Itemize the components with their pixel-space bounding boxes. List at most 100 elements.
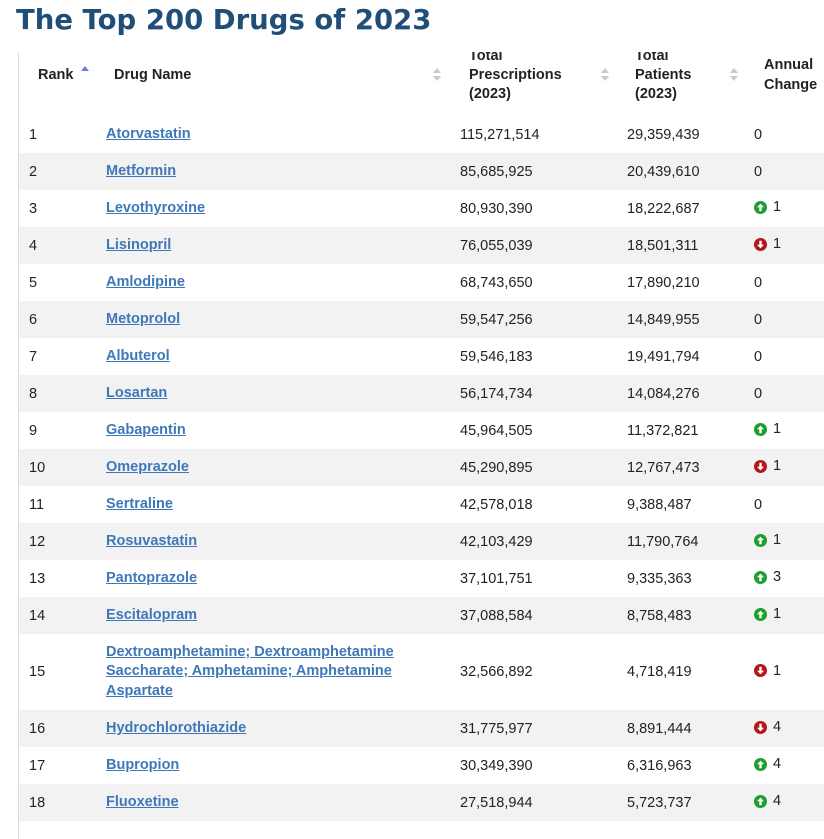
- annual-change: 0: [754, 127, 762, 143]
- drug-name-link[interactable]: Pantoprazole: [106, 569, 198, 586]
- drug-name-link[interactable]: Rosuvastatin: [106, 532, 198, 549]
- total-patients-cell: 18,222,687: [627, 200, 700, 217]
- sort-arrows-icon[interactable]: [601, 68, 609, 82]
- total-patients-cell: 6,316,963: [627, 757, 692, 774]
- drug-name-link[interactable]: Hydrochlorothiazide: [106, 719, 247, 736]
- total-patients-cell: 9,335,363: [627, 570, 692, 587]
- annual-change: 4: [754, 719, 781, 735]
- column-header-total-prescriptions[interactable]: Total Prescriptions (2023): [441, 52, 609, 116]
- drug-name-cell: Sertraline: [97, 486, 441, 523]
- column-header-total-patients[interactable]: Total Patients (2023): [608, 52, 738, 116]
- column-header-change-line-2: Change: [764, 77, 818, 93]
- column-header-annual-change[interactable]: Annual Change: [737, 52, 824, 116]
- rank-cell: 15: [29, 664, 46, 680]
- annual-change: 0: [754, 164, 762, 180]
- total-prescriptions-cell: 32,566,892: [460, 664, 533, 680]
- annual-change-cell: 0: [737, 153, 824, 190]
- annual-change-value: 1: [773, 458, 782, 475]
- rank-cell: 8: [29, 385, 38, 402]
- drug-name-link[interactable]: Lisinopril: [106, 236, 172, 253]
- total-patients-cell: 4,718,419: [627, 664, 692, 680]
- arrow-up-circle-icon: [754, 794, 767, 808]
- table-row: 9 Gabapentin 45,964,505 11,372,821 1: [19, 412, 824, 449]
- annual-change-value: 1: [773, 532, 782, 549]
- rank-cell: 11: [29, 496, 45, 513]
- annual-change: 0: [754, 312, 762, 328]
- drug-name-cell: Gabapentin: [97, 412, 441, 449]
- drug-name-link[interactable]: Levothyroxine: [106, 199, 206, 216]
- annual-change-cell: 1: [737, 412, 824, 449]
- table-header: Rank Drug Name Total Prescriptions (2023…: [19, 52, 824, 116]
- arrow-up-circle-icon: [754, 200, 767, 214]
- annual-change: 1: [754, 199, 781, 215]
- total-prescriptions-cell: 59,546,183: [460, 348, 533, 365]
- annual-change-value: 0: [754, 274, 763, 291]
- total-prescriptions-cell: 68,743,650: [460, 274, 533, 291]
- drug-name-cell: Atorvastatin: [97, 116, 441, 153]
- drugs-table: Rank Drug Name Total Prescriptions (2023…: [19, 52, 824, 821]
- drug-name-cell: Bupropion: [97, 747, 441, 784]
- annual-change: 1: [754, 532, 781, 548]
- annual-change-cell: 0: [737, 116, 824, 153]
- sort-arrows-icon[interactable]: [730, 68, 738, 82]
- column-header-drug-name-label: Drug Name: [114, 67, 192, 83]
- rank-cell: 4: [29, 237, 38, 254]
- annual-change-value: 1: [773, 421, 782, 438]
- page-title: The Top 200 Drugs of 2023: [16, 4, 432, 36]
- drug-name-cell: Rosuvastatin: [97, 523, 441, 560]
- total-patients-cell: 19,491,794: [627, 348, 700, 365]
- drug-name-link[interactable]: Metformin: [106, 162, 177, 179]
- annual-change-value: 0: [754, 163, 763, 180]
- drug-name-cell: Pantoprazole: [97, 560, 441, 597]
- drug-name-link[interactable]: Gabapentin: [106, 421, 186, 438]
- drug-name-link[interactable]: Dextroamphetamine; Dextroamphetamine Sac…: [106, 643, 394, 699]
- sort-ascending-icon[interactable]: [81, 66, 89, 80]
- annual-change: 4: [754, 793, 781, 809]
- annual-change: 1: [754, 236, 781, 252]
- total-prescriptions-cell: 37,101,751: [460, 570, 533, 587]
- total-patients-cell: 11,790,764: [627, 533, 699, 550]
- total-prescriptions-cell: 76,055,039: [460, 237, 533, 254]
- annual-change-cell: 0: [737, 338, 824, 375]
- table-row: 12 Rosuvastatin 42,103,429 11,790,764 1: [19, 523, 824, 560]
- annual-change-value: 0: [754, 496, 763, 513]
- table-row: 18 Fluoxetine 27,518,944 5,723,737 4: [19, 784, 824, 821]
- total-prescriptions-cell: 27,518,944: [460, 794, 533, 811]
- annual-change: 1: [754, 458, 781, 474]
- total-prescriptions-cell: 42,103,429: [460, 533, 533, 550]
- total-patients-cell: 11,372,821: [627, 422, 699, 439]
- drug-name-link[interactable]: Fluoxetine: [106, 793, 179, 810]
- drug-name-link[interactable]: Amlodipine: [106, 273, 185, 290]
- drug-name-cell: Albuterol: [97, 338, 441, 375]
- column-header-prescriptions-line-1: Total: [469, 52, 503, 64]
- table-row: 13 Pantoprazole 37,101,751 9,335,363 3: [19, 560, 824, 597]
- drugs-table-container: Rank Drug Name Total Prescriptions (2023…: [18, 52, 824, 839]
- drug-name-link[interactable]: Albuterol: [106, 347, 170, 364]
- total-prescriptions-cell: 59,547,256: [460, 311, 533, 328]
- drug-name-cell: Metoprolol: [97, 301, 441, 338]
- total-patients-cell: 9,388,487: [627, 496, 692, 513]
- drug-name-link[interactable]: Bupropion: [106, 756, 180, 773]
- sort-arrows-icon[interactable]: [433, 68, 441, 82]
- column-header-drug-name[interactable]: Drug Name: [97, 52, 441, 116]
- drug-name-link[interactable]: Escitalopram: [106, 606, 198, 623]
- arrow-up-circle-icon: [754, 607, 767, 621]
- annual-change-value: 0: [754, 348, 763, 365]
- total-prescriptions-cell: 30,349,390: [460, 757, 533, 774]
- column-header-patients-line-1: Total: [635, 52, 669, 64]
- drug-name-link[interactable]: Omeprazole: [106, 458, 189, 475]
- rank-cell: 14: [29, 607, 46, 624]
- drug-name-link[interactable]: Atorvastatin: [106, 125, 191, 142]
- rank-cell: 7: [29, 348, 38, 365]
- total-prescriptions-cell: 42,578,018: [460, 496, 533, 513]
- total-prescriptions-cell: 45,290,895: [460, 459, 533, 476]
- drug-name-link[interactable]: Losartan: [106, 384, 168, 401]
- drug-name-link[interactable]: Sertraline: [106, 495, 173, 512]
- annual-change: 1: [754, 606, 781, 622]
- rank-cell: 6: [29, 311, 38, 328]
- drug-name-link[interactable]: Metoprolol: [106, 310, 181, 327]
- arrow-up-circle-icon: [754, 570, 767, 584]
- rank-cell: 18: [29, 794, 46, 811]
- total-prescriptions-cell: 45,964,505: [460, 422, 533, 439]
- column-header-rank[interactable]: Rank: [19, 52, 97, 116]
